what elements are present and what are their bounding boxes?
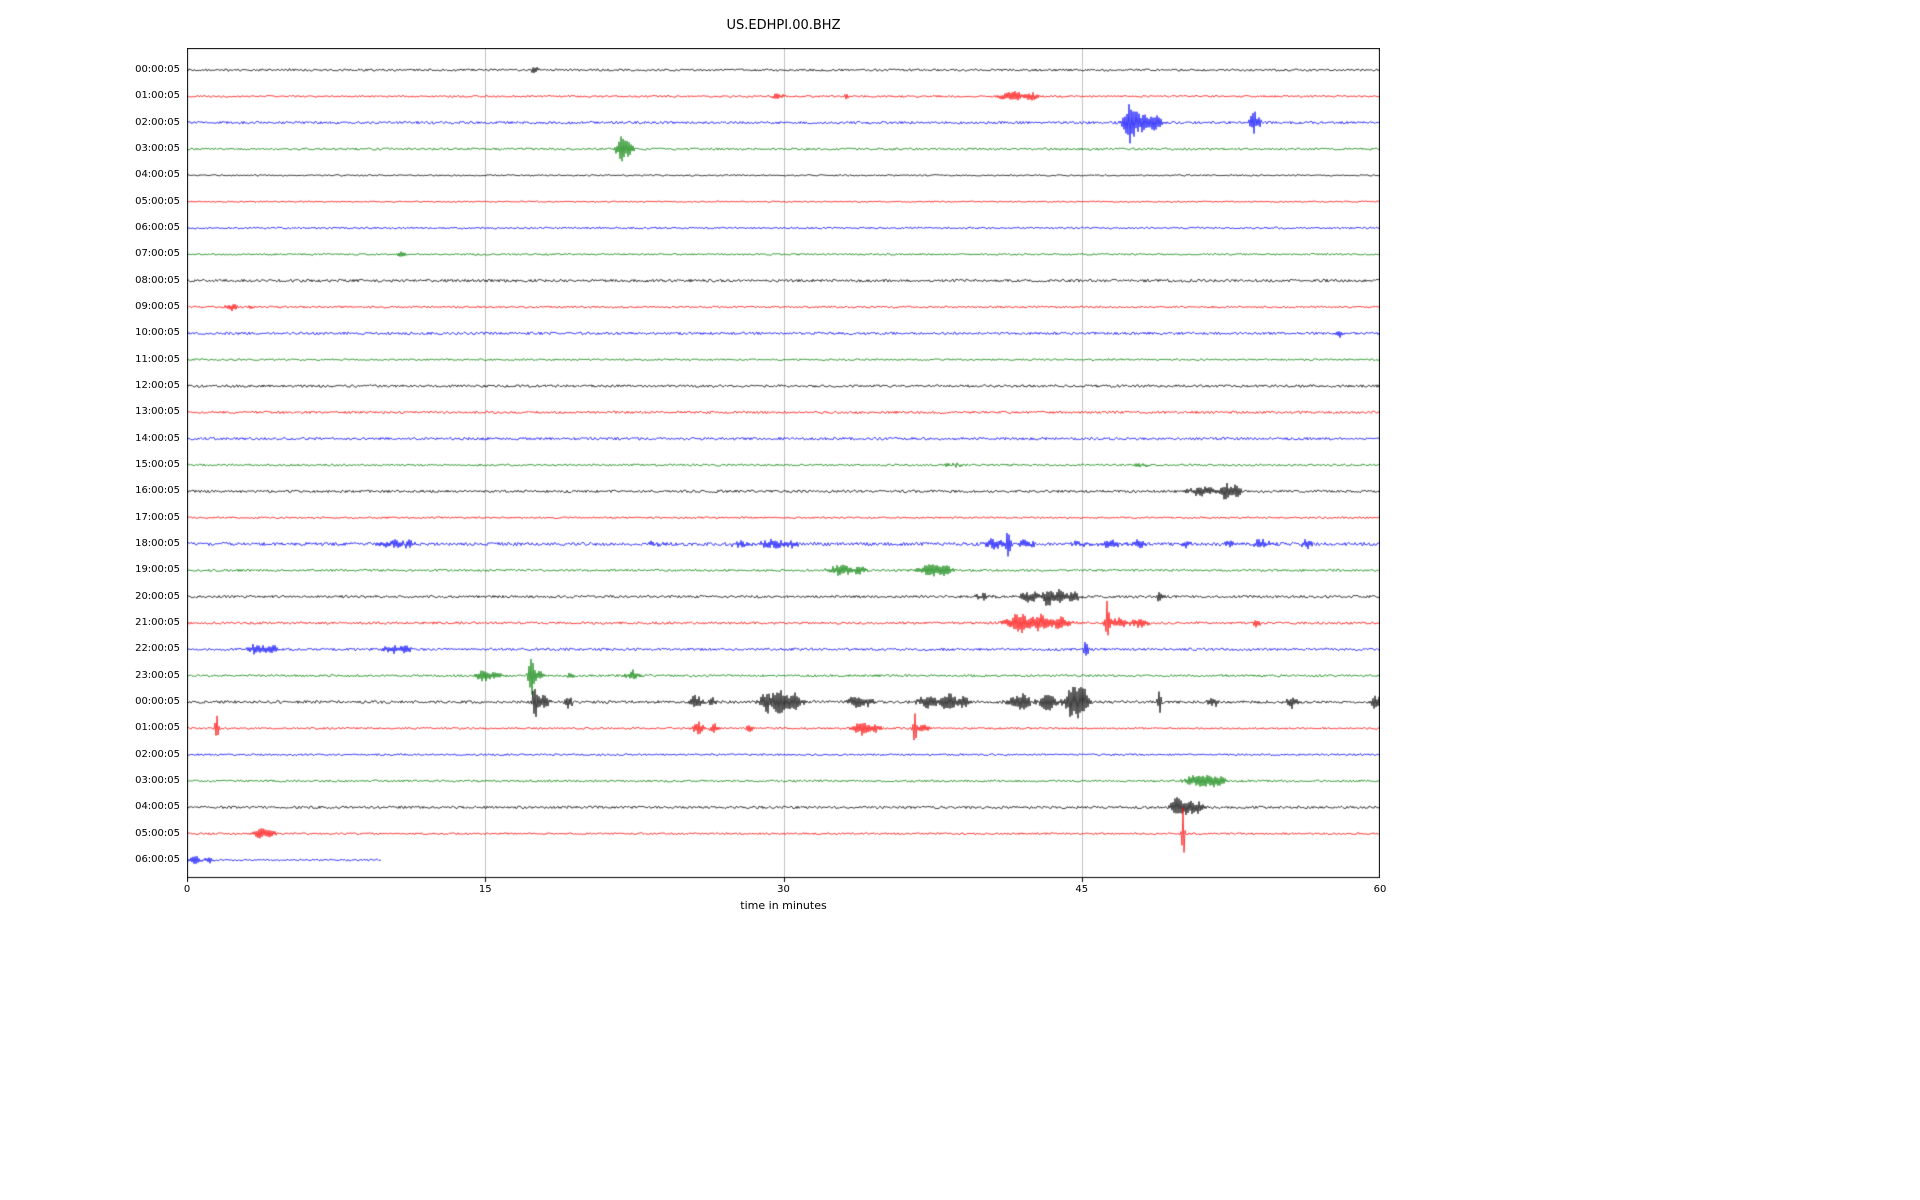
- trace-row-label: 21:00:05: [135, 617, 180, 628]
- trace-row-label: 00:00:05: [135, 696, 180, 707]
- trace-row-label: 18:00:05: [135, 538, 180, 549]
- trace-row-label: 08:00:05: [135, 274, 180, 286]
- trace-row-label: 03:00:05: [135, 143, 180, 154]
- trace-row-label: 04:00:05: [135, 169, 180, 181]
- x-tick-label: 15: [478, 884, 492, 895]
- trace-row-label: 01:00:05: [135, 90, 180, 102]
- x-tick-label: 0: [183, 884, 191, 895]
- x-tick-label: 45: [1075, 884, 1089, 895]
- trace-row-label: 09:00:05: [135, 301, 180, 312]
- trace-row-label: 13:00:05: [135, 406, 180, 418]
- plot-title: US.EDHPI.00.BHZ: [726, 18, 841, 33]
- trace-row-label: 00:00:05: [135, 64, 180, 75]
- trace-row-label: 01:00:05: [135, 722, 180, 734]
- trace-row-label: 17:00:05: [135, 511, 180, 523]
- trace-row-label: 15:00:05: [135, 459, 180, 470]
- x-tick-label: 60: [1373, 884, 1387, 895]
- trace-row-label: 02:00:05: [135, 748, 180, 760]
- trace-row-label: 07:00:05: [135, 248, 180, 260]
- trace-row-label: 12:00:05: [135, 380, 180, 391]
- trace-row-label: 04:00:05: [135, 801, 180, 813]
- trace-row-label: 23:00:05: [135, 669, 180, 681]
- x-tick-label: 30: [777, 884, 790, 895]
- trace-row-label: 19:00:05: [135, 564, 180, 576]
- trace-canvas: [187, 48, 1380, 884]
- trace-row-label: 11:00:05: [135, 353, 180, 365]
- trace-row-label: 14:00:05: [135, 432, 180, 444]
- x-axis-label: time in minutes: [740, 899, 827, 912]
- trace-row-label: 03:00:05: [135, 775, 180, 786]
- trace-row-label: 10:00:05: [135, 327, 180, 339]
- trace-row-label: 20:00:05: [135, 590, 180, 602]
- trace-row-label: 06:00:05: [135, 222, 180, 233]
- trace-row-label: 22:00:05: [135, 643, 180, 655]
- trace-row-label: 02:00:05: [135, 116, 180, 128]
- trace-row-label: 05:00:05: [135, 827, 180, 839]
- trace-row-label: 16:00:05: [135, 485, 180, 497]
- trace-row-label: 06:00:05: [135, 854, 180, 865]
- trace-row-label: 05:00:05: [135, 195, 180, 207]
